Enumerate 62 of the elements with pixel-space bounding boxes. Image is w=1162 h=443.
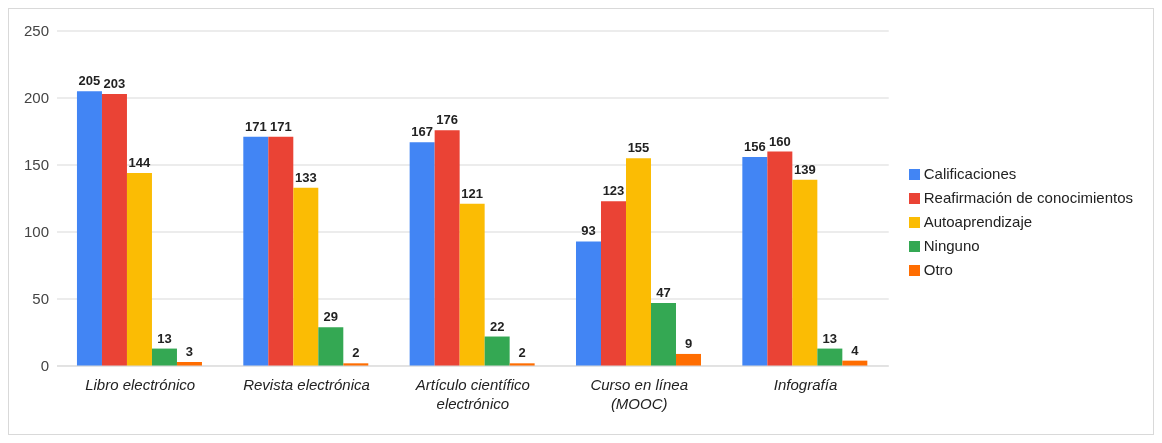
bar	[151, 348, 177, 366]
data-label: 156	[743, 138, 766, 154]
x-tick-label: Artículo científico electrónico	[414, 376, 530, 412]
y-tick-label: 100	[23, 223, 49, 241]
bar	[434, 130, 460, 366]
bar	[675, 353, 701, 366]
x-tick-label: Infografía	[773, 376, 838, 393]
data-label: 47	[656, 285, 671, 301]
bar	[484, 336, 510, 366]
y-tick-label: 0	[40, 357, 49, 375]
bar	[625, 158, 651, 366]
data-label: 205	[78, 73, 101, 89]
x-tick-label: Libro electrónico	[85, 376, 196, 393]
data-label: 2	[352, 345, 360, 361]
legend-label: Autoaprendizaje	[923, 212, 1033, 230]
x-tick-label: Curso en línea (MOOC)	[590, 376, 688, 412]
bar	[318, 327, 344, 366]
data-label: 13	[157, 330, 172, 346]
bar	[459, 203, 485, 366]
legend-label: Calificaciones	[923, 164, 1017, 182]
bar	[409, 142, 435, 366]
data-label: 171	[244, 118, 267, 134]
data-label: 4	[851, 342, 860, 358]
legend-label: Ninguno	[923, 236, 980, 254]
data-label: 13	[822, 330, 838, 346]
bar	[792, 179, 818, 366]
data-label: 155	[627, 140, 650, 156]
data-label: 2	[518, 345, 526, 361]
data-label: 29	[323, 309, 339, 325]
bar	[767, 151, 793, 366]
bar	[268, 136, 294, 366]
y-tick-label: 250	[23, 22, 49, 40]
data-label: 121	[461, 185, 483, 201]
data-label: 3	[185, 343, 194, 359]
bar	[817, 348, 843, 366]
y-tick-label: 200	[23, 89, 49, 107]
bar	[650, 303, 676, 366]
bar	[575, 241, 601, 366]
data-label: 167	[411, 124, 433, 140]
data-label: 139	[793, 161, 816, 177]
legend-label: Reafirmación de conocimientos	[923, 188, 1133, 206]
data-label: 93	[581, 223, 596, 239]
bar	[76, 91, 102, 366]
legend-label: Otro	[923, 260, 953, 278]
bar	[742, 156, 768, 366]
bar	[243, 136, 269, 366]
bar	[101, 93, 127, 366]
data-label: 144	[128, 155, 152, 171]
data-label: 203	[103, 75, 126, 91]
data-label: 22	[489, 318, 505, 334]
data-label: 171	[269, 118, 292, 134]
data-label: 160	[768, 133, 791, 149]
data-label: 176	[436, 112, 458, 128]
bar	[293, 187, 319, 366]
x-tick-label: Revista electrónica	[243, 376, 370, 393]
y-tick-label: 150	[23, 156, 49, 174]
y-tick-label: 50	[32, 290, 49, 308]
bar	[600, 201, 626, 366]
bar	[126, 173, 152, 366]
data-label: 9	[684, 335, 693, 351]
data-label: 123	[602, 183, 625, 199]
data-label: 133	[294, 169, 317, 185]
